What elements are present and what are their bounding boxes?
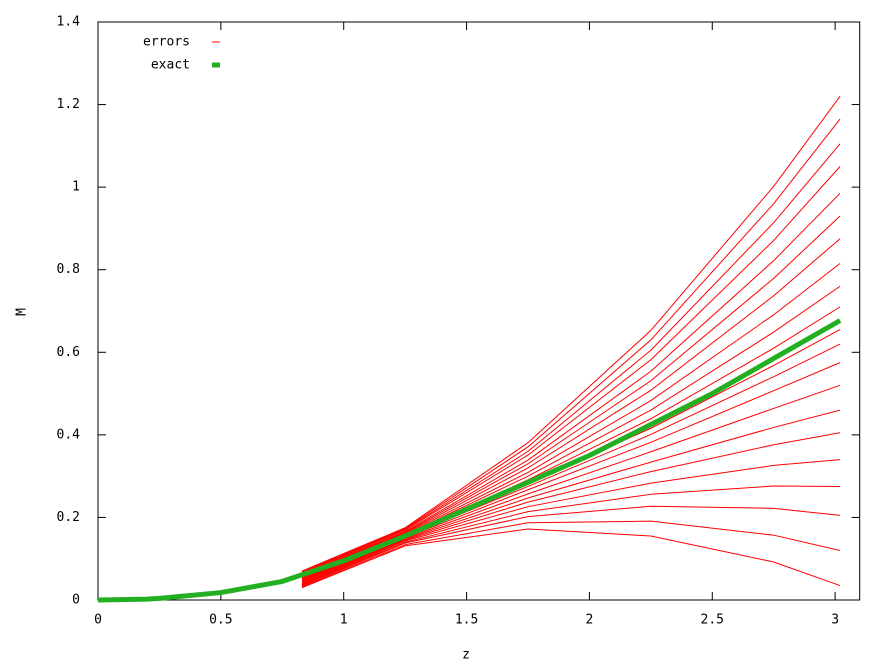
x-tick-label: 2.5 (701, 613, 724, 628)
series-line (301, 143, 841, 574)
x-tick-label: 0 (94, 613, 102, 628)
x-tick-label: 1.5 (455, 613, 478, 628)
series-line (301, 192, 841, 575)
series-line (301, 96, 841, 572)
series-line (301, 520, 841, 588)
series-line (97, 318, 842, 603)
series-line (301, 384, 841, 583)
series-line (301, 528, 841, 589)
series-line (301, 459, 841, 585)
y-tick-label: 1.2 (57, 97, 80, 112)
y-tick-label: 0.4 (57, 427, 81, 442)
y-tick-label: 0.8 (57, 262, 80, 277)
series-line (301, 263, 841, 578)
y-tick-label: 0.2 (57, 510, 80, 525)
series-line (301, 409, 841, 584)
x-tick-label: 3 (831, 613, 839, 628)
y-tick-label: 1.4 (57, 15, 81, 30)
y-axis-label: M (15, 308, 30, 316)
legend-label: exact (151, 58, 190, 73)
series-line (301, 505, 841, 587)
series-line (301, 118, 841, 573)
series-line (301, 485, 841, 586)
y-tick-label: 0 (72, 593, 80, 608)
x-tick-label: 1 (340, 613, 348, 628)
series-line (301, 166, 841, 575)
plot-frame (97, 21, 861, 601)
y-tick-label: 0.6 (57, 345, 80, 360)
series-line (301, 238, 841, 577)
series-line (301, 432, 841, 584)
legend-label: errors (143, 35, 190, 50)
series-line (301, 215, 841, 576)
x-tick-label: 0.5 (209, 613, 232, 628)
y-tick-label: 1 (72, 180, 80, 195)
x-tick-label: 2 (586, 613, 594, 628)
x-axis-label: z (462, 648, 470, 663)
